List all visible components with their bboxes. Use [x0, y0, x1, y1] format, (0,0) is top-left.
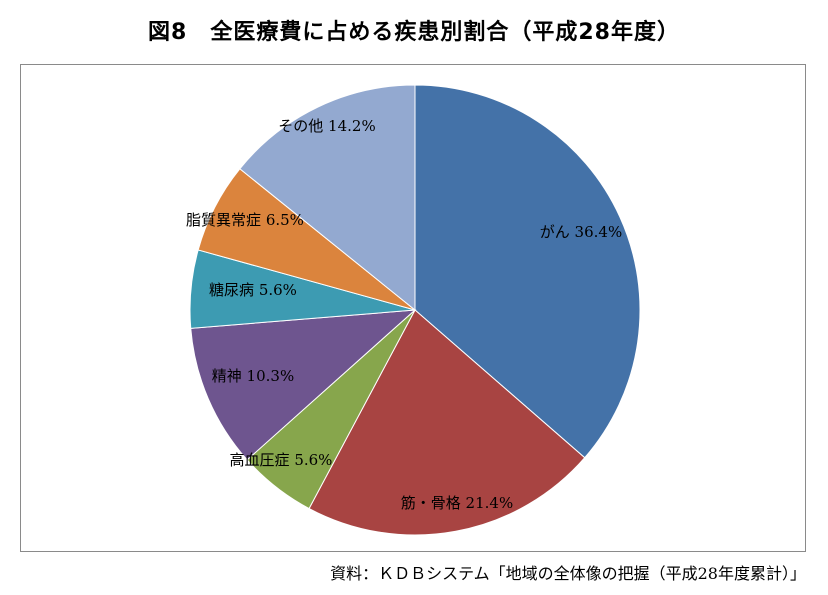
pie-label-0: がん 36.4%: [540, 223, 622, 241]
chart-frame: がん 36.4% 筋・骨格 21.4% 高血圧症 5.6% 精神 10.3% 糖尿病 5…: [20, 64, 806, 552]
pie-label-5: 脂質異常症 6.5%: [186, 211, 304, 229]
pie-slice-3: [190, 309, 417, 461]
pie-label-2: 高血圧症 5.6%: [230, 451, 333, 469]
pie-slice-1: [308, 309, 586, 536]
pie-label-4: 糖尿病 5.6%: [209, 281, 297, 299]
pie-label-1: 筋・骨格 21.4%: [401, 494, 513, 512]
pie-slice-6: [239, 84, 416, 312]
pie-label-6: その他 14.2%: [278, 117, 375, 135]
source-note: 資料：ＫＤＢシステム「地域の全体像の把握（平成28年度累計）」: [330, 564, 806, 583]
chart-title: 図8 全医療費に占める疾患別割合（平成28年度）: [148, 20, 680, 45]
pie-chart: がん 36.4% 筋・骨格 21.4% 高血圧症 5.6% 精神 10.3% 糖尿病 5…: [186, 84, 641, 536]
pie-slice-0: [414, 84, 641, 459]
pie-label-3: 精神 10.3%: [212, 367, 294, 385]
